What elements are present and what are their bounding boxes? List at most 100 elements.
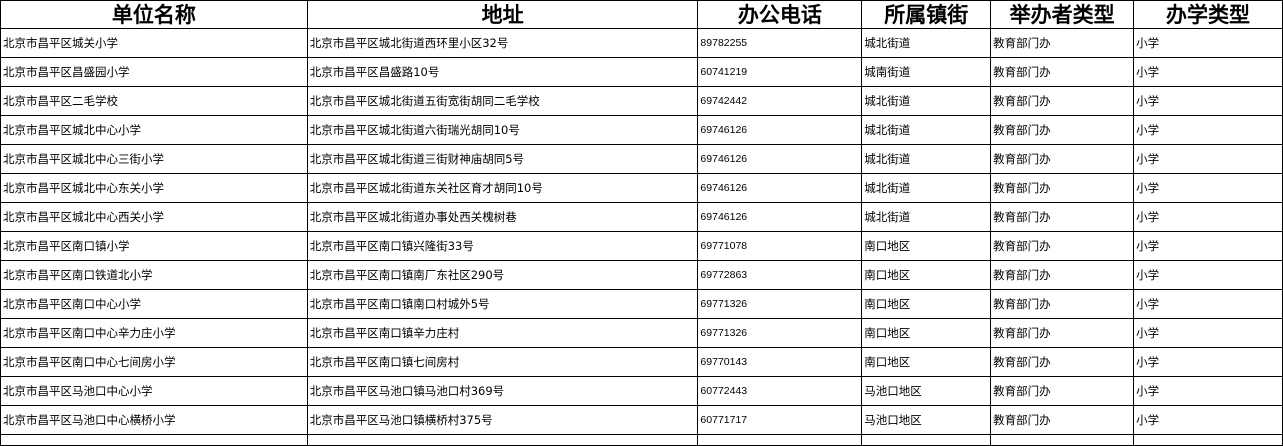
cell-school-type: 小学: [1133, 144, 1283, 174]
cell-address: 北京市昌平区城北街道五街宽街胡同二毛学校: [306, 86, 699, 116]
cell-unit-name: 北京市昌平区南口铁道北小学: [0, 260, 308, 290]
cell-address: 北京市昌平区南口镇七间房村: [306, 347, 699, 377]
cell-unit-name: 北京市昌平区城北中心小学: [0, 115, 308, 145]
cell-subdistrict: 城北街道: [861, 115, 992, 145]
header-address: 地址: [306, 0, 699, 29]
cell-unit-name: 北京市昌平区二毛学校: [0, 86, 308, 116]
table-row: 北京市昌平区城北中心三街小学 北京市昌平区城北街道三街财神庙胡同5号 6974612…: [0, 144, 1283, 174]
cell-organizer-type: 教育部门办: [990, 318, 1135, 348]
table-row: 北京市昌平区南口镇小学 北京市昌平区南口镇兴隆街33号 69771078 南口地区 教育…: [0, 231, 1283, 261]
cell-subdistrict: 城北街道: [861, 202, 992, 232]
cell-organizer-type: 教育部门办: [990, 144, 1135, 174]
table-row: 北京市昌平区南口中心小学 北京市昌平区南口镇南口村城外5号 69771326 南口地区…: [0, 289, 1283, 319]
cell-office-phone: 69742442: [697, 86, 863, 116]
table-row: 北京市昌平区城北中心东关小学 北京市昌平区城北街道东关社区育才胡同10号 69746…: [0, 173, 1283, 203]
cell-office-phone: 69746126: [697, 144, 863, 174]
cell-school-type: 小学: [1133, 347, 1283, 377]
cell-address: 北京市昌平区南口镇南口村城外5号: [306, 289, 699, 319]
cell-office-phone: 69746126: [697, 173, 863, 203]
header-row: 单位名称 地址 办公电话 所属镇街 举办者类型 办学类型: [0, 0, 1283, 29]
cell-address: 北京市昌平区南口镇兴隆街33号: [306, 231, 699, 261]
cell-office-phone: 69746126: [697, 202, 863, 232]
cell-address: 北京市昌平区南口镇辛力庄村: [306, 318, 699, 348]
cell-address: 北京市昌平区城北街道三街财神庙胡同5号: [306, 144, 699, 174]
cell-school-type: 小学: [1133, 28, 1283, 58]
table-row: 北京市昌平区城关小学 北京市昌平区城北街道西环里小区32号 89782255 城北街道…: [0, 28, 1283, 58]
cell-empty: [861, 434, 992, 446]
cell-subdistrict: 城北街道: [861, 86, 992, 116]
cell-empty: [0, 434, 308, 446]
table-row: 北京市昌平区南口中心辛力庄小学 北京市昌平区南口镇辛力庄村 69771326 南口地区…: [0, 318, 1283, 348]
cell-unit-name: 北京市昌平区马池口中心横桥小学: [0, 405, 308, 435]
cell-office-phone: 60771717: [697, 405, 863, 435]
cell-unit-name: 北京市昌平区城北中心三街小学: [0, 144, 308, 174]
cell-address: 北京市昌平区城北街道办事处西关槐树巷: [306, 202, 699, 232]
table-row: 北京市昌平区二毛学校 北京市昌平区城北街道五街宽街胡同二毛学校 69742442 城北…: [0, 86, 1283, 116]
cell-office-phone: 69746126: [697, 115, 863, 145]
cell-subdistrict: 马池口地区: [861, 405, 992, 435]
cell-organizer-type: 教育部门办: [990, 115, 1135, 145]
cell-unit-name: 北京市昌平区南口中心辛力庄小学: [0, 318, 308, 348]
header-office-phone: 办公电话: [697, 0, 863, 29]
cell-school-type: 小学: [1133, 86, 1283, 116]
cell-school-type: 小学: [1133, 318, 1283, 348]
cell-unit-name: 北京市昌平区南口镇小学: [0, 231, 308, 261]
cell-office-phone: 69772863: [697, 260, 863, 290]
cell-office-phone: 89782255: [697, 28, 863, 58]
cell-school-type: 小学: [1133, 260, 1283, 290]
cell-subdistrict: 马池口地区: [861, 376, 992, 406]
cell-address: 北京市昌平区南口镇南厂东社区290号: [306, 260, 699, 290]
table-row: 北京市昌平区昌盛园小学 北京市昌平区昌盛路10号 60741219 城南街道 教育部门办…: [0, 57, 1283, 87]
table-row: 北京市昌平区南口中心七间房小学 北京市昌平区南口镇七间房村 69770143 南口地区…: [0, 347, 1283, 377]
header-organizer-type: 举办者类型: [990, 0, 1135, 29]
table-row-partial: [0, 434, 1283, 446]
cell-unit-name: 北京市昌平区南口中心小学: [0, 289, 308, 319]
cell-school-type: 小学: [1133, 376, 1283, 406]
cell-school-type: 小学: [1133, 231, 1283, 261]
cell-address: 北京市昌平区马池口镇横桥村375号: [306, 405, 699, 435]
cell-organizer-type: 教育部门办: [990, 173, 1135, 203]
cell-empty: [697, 434, 863, 446]
cell-unit-name: 北京市昌平区马池口中心小学: [0, 376, 308, 406]
cell-office-phone: 69771326: [697, 289, 863, 319]
header-subdistrict: 所属镇街: [861, 0, 992, 29]
cell-subdistrict: 南口地区: [861, 260, 992, 290]
cell-subdistrict: 南口地区: [861, 231, 992, 261]
table-row: 北京市昌平区南口铁道北小学 北京市昌平区南口镇南厂东社区290号 69772863 南…: [0, 260, 1283, 290]
cell-office-phone: 69771078: [697, 231, 863, 261]
header-unit-name: 单位名称: [0, 0, 308, 29]
cell-school-type: 小学: [1133, 289, 1283, 319]
cell-empty: [990, 434, 1135, 446]
cell-organizer-type: 教育部门办: [990, 405, 1135, 435]
cell-address: 北京市昌平区昌盛路10号: [306, 57, 699, 87]
cell-organizer-type: 教育部门办: [990, 28, 1135, 58]
cell-unit-name: 北京市昌平区昌盛园小学: [0, 57, 308, 87]
table-row: 北京市昌平区马池口中心横桥小学 北京市昌平区马池口镇横桥村375号 60771717…: [0, 405, 1283, 435]
table-row: 北京市昌平区城北中心西关小学 北京市昌平区城北街道办事处西关槐树巷 69746126…: [0, 202, 1283, 232]
cell-unit-name: 北京市昌平区城关小学: [0, 28, 308, 58]
cell-office-phone: 69770143: [697, 347, 863, 377]
cell-empty: [306, 434, 699, 446]
cell-school-type: 小学: [1133, 57, 1283, 87]
cell-subdistrict: 南口地区: [861, 347, 992, 377]
cell-organizer-type: 教育部门办: [990, 289, 1135, 319]
cell-subdistrict: 南口地区: [861, 318, 992, 348]
cell-unit-name: 北京市昌平区南口中心七间房小学: [0, 347, 308, 377]
cell-empty: [1133, 434, 1283, 446]
cell-school-type: 小学: [1133, 115, 1283, 145]
table-row: 北京市昌平区城北中心小学 北京市昌平区城北街道六街瑞光胡同10号 69746126 城…: [0, 115, 1283, 145]
cell-school-type: 小学: [1133, 405, 1283, 435]
header-school-type: 办学类型: [1133, 0, 1283, 29]
cell-organizer-type: 教育部门办: [990, 260, 1135, 290]
cell-address: 北京市昌平区马池口镇马池口村369号: [306, 376, 699, 406]
cell-unit-name: 北京市昌平区城北中心东关小学: [0, 173, 308, 203]
cell-address: 北京市昌平区城北街道西环里小区32号: [306, 28, 699, 58]
cell-office-phone: 69771326: [697, 318, 863, 348]
cell-address: 北京市昌平区城北街道东关社区育才胡同10号: [306, 173, 699, 203]
cell-address: 北京市昌平区城北街道六街瑞光胡同10号: [306, 115, 699, 145]
cell-subdistrict: 城北街道: [861, 28, 992, 58]
cell-school-type: 小学: [1133, 173, 1283, 203]
cell-subdistrict: 南口地区: [861, 289, 992, 319]
cell-organizer-type: 教育部门办: [990, 86, 1135, 116]
